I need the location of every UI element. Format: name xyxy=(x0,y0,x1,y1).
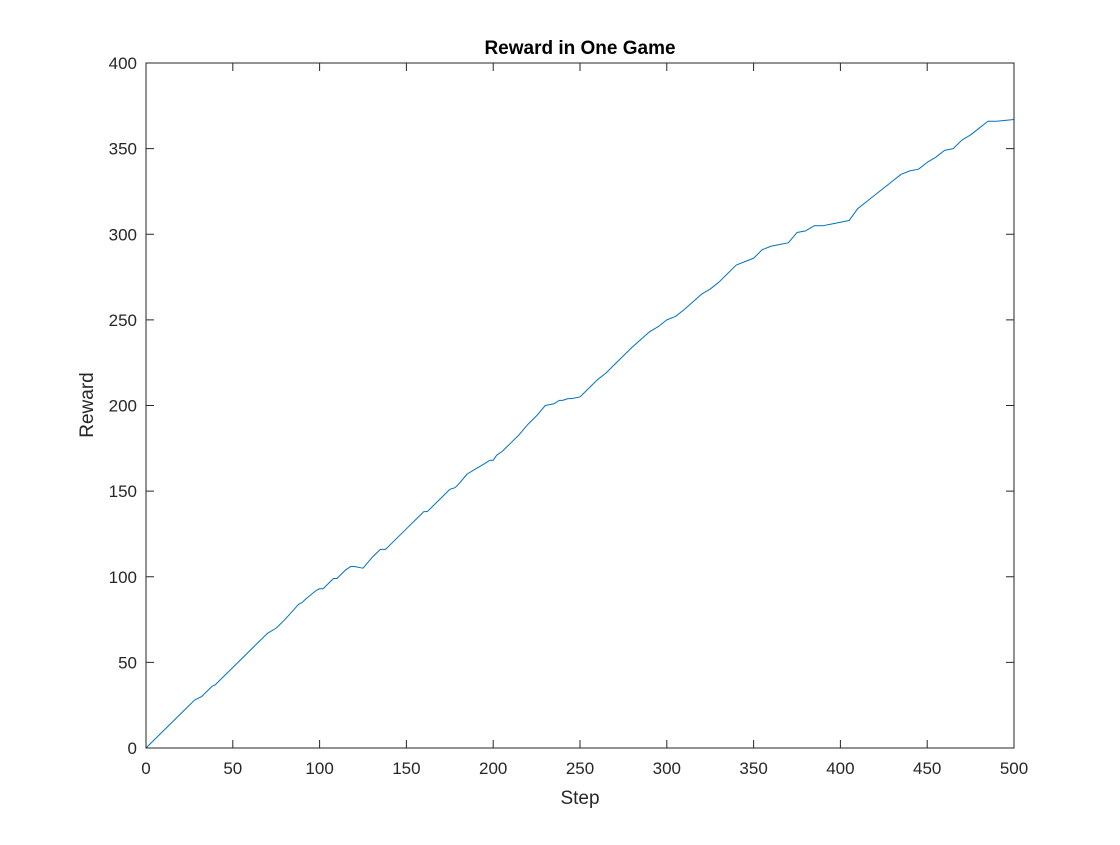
y-axis-ticks: 0 50 100 150 200 250 300 350 400 xyxy=(109,54,1014,758)
x-tick-label: 150 xyxy=(392,759,420,778)
y-tick-label: 400 xyxy=(109,54,137,73)
x-tick-label: 100 xyxy=(305,759,333,778)
y-tick-label: 0 xyxy=(128,739,137,758)
y-tick-label: 300 xyxy=(109,225,137,244)
x-tick-label: 250 xyxy=(566,759,594,778)
series-layer xyxy=(145,119,1015,749)
x-tick-label: 300 xyxy=(653,759,681,778)
y-tick-label: 50 xyxy=(118,653,137,672)
x-tick-label: 0 xyxy=(141,759,150,778)
x-axis-label: Step xyxy=(560,788,599,809)
x-tick-label: 350 xyxy=(739,759,767,778)
x-tick-label: 450 xyxy=(913,759,941,778)
y-tick-label: 250 xyxy=(109,311,137,330)
x-tick-label: 500 xyxy=(1000,759,1028,778)
y-axis-label: Reward xyxy=(77,372,98,437)
y-tick-label: 350 xyxy=(109,140,137,159)
chart-title: Reward in One Game xyxy=(484,38,675,59)
x-tick-label: 400 xyxy=(826,759,854,778)
series-line-0 xyxy=(145,119,1015,749)
y-tick-label: 100 xyxy=(109,568,137,587)
plot-area xyxy=(146,63,1014,748)
y-tick-label: 150 xyxy=(109,482,137,501)
x-tick-label: 200 xyxy=(479,759,507,778)
x-axis-ticks: 0 50 100 150 200 250 300 350 400 450 500 xyxy=(141,63,1028,778)
x-tick-label: 50 xyxy=(223,759,242,778)
y-tick-label: 200 xyxy=(109,397,137,416)
